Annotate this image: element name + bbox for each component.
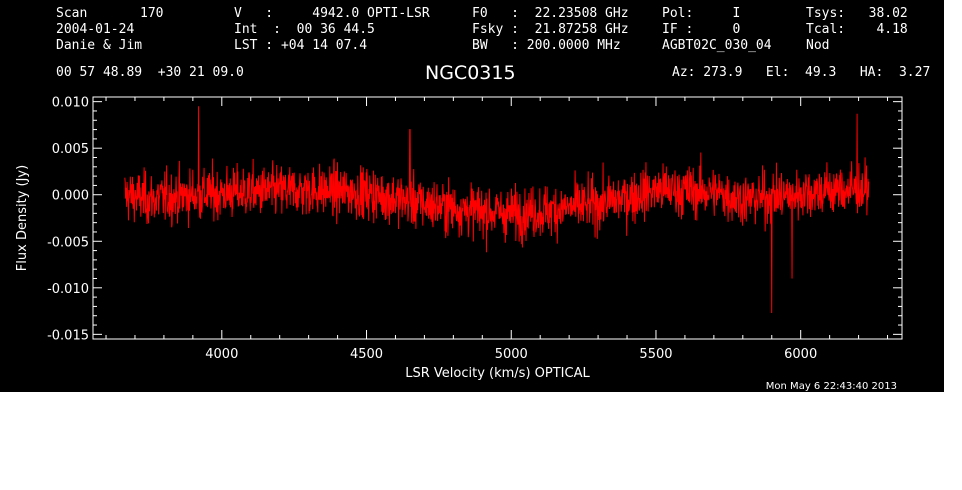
y-tick-label: -0.005 (47, 235, 89, 250)
y-tick-label: 0.005 (52, 142, 89, 157)
x-axis-label: LSR Velocity (km/s) OPTICAL (405, 366, 590, 381)
bandwidth: BW : 200.0000 MHz (472, 38, 621, 53)
sky-frequency: Fsky : 21.87258 GHz (472, 22, 629, 37)
velocity-readout: V : 4942.0 OPTI-LSR (234, 6, 430, 21)
observation-date: 2004-01-24 (56, 22, 135, 37)
scan-label: Scan (56, 6, 88, 21)
y-tick-label: -0.015 (47, 328, 89, 343)
y-tick-label: 0.000 (52, 189, 89, 204)
switching-mode: Nod (806, 38, 830, 53)
x-tick-label: 6000 (784, 347, 817, 362)
source-name: NGC0315 (425, 62, 516, 84)
y-tick-label: 0.010 (52, 96, 89, 111)
y-axis-label: Flux Density (Jy) (15, 165, 30, 271)
x-tick-label: 4000 (205, 347, 238, 362)
calibration-temperature: Tcal: 4.18 (806, 22, 908, 37)
plot-frame (92, 96, 903, 340)
scan-number: 170 (140, 6, 164, 21)
observers: Danie & Jim (56, 38, 143, 53)
x-tick-label: 5000 (495, 347, 528, 362)
x-tick-label: 5500 (639, 347, 672, 362)
plot-window: Scan 170 2004-01-24 Danie & Jim 00 57 48… (0, 0, 944, 392)
pointing-readout: Az: 273.9 El: 49.3 HA: 3.27 (672, 65, 931, 80)
lst-readout: LST : +04 14 07.4 (234, 38, 368, 53)
trace-layer (124, 106, 870, 313)
integration-time: Int : 00 36 44.5 (234, 22, 375, 37)
spectrum-chart: 4000 4500 5000 5500 6000 -0.015 -0.010 -0.005 0.… (15, 96, 903, 392)
if-number: IF : 0 (662, 22, 741, 37)
ticks-layer: 4000 4500 5000 5500 6000 -0.015 -0.010 -0.005 0.… (47, 96, 902, 362)
spectrum-trace (124, 106, 870, 313)
plot-timestamp: Mon May 6 22:43:40 2013 (766, 381, 897, 392)
source-coordinates: 00 57 48.89 +30 21 09.0 (56, 65, 244, 80)
rest-frequency: F0 : 22.23508 GHz (472, 6, 629, 21)
polarization: Pol: I (662, 6, 741, 21)
project-id: AGBT02C_030_04 (662, 38, 772, 53)
x-tick-label: 4500 (350, 347, 383, 362)
y-tick-label: -0.010 (47, 282, 89, 297)
system-temperature: Tsys: 38.02 (806, 6, 908, 21)
